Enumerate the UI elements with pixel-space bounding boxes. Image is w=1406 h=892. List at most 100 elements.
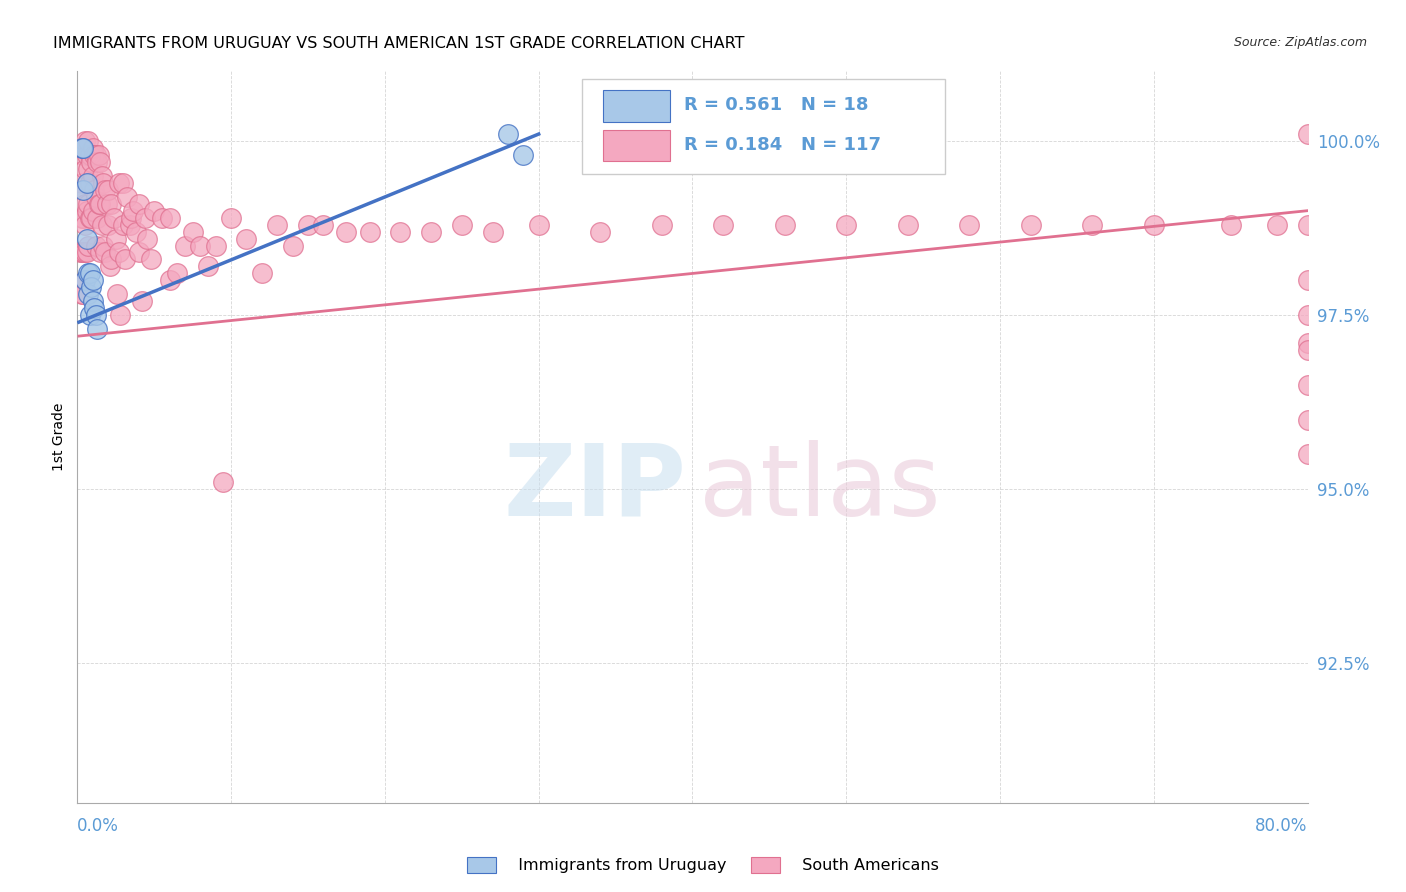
Point bbox=[77, 238, 100, 252]
Text: Source: ZipAtlas.com: Source: ZipAtlas.com bbox=[1233, 36, 1367, 49]
Point bbox=[297, 218, 319, 232]
Point bbox=[94, 245, 117, 260]
Point bbox=[86, 322, 108, 336]
Point bbox=[76, 245, 98, 260]
Point bbox=[79, 308, 101, 322]
Point bbox=[143, 203, 166, 218]
Point bbox=[114, 252, 136, 267]
Point bbox=[70, 176, 93, 190]
Point bbox=[957, 218, 980, 232]
Point bbox=[527, 218, 550, 232]
Point bbox=[89, 155, 111, 169]
Point bbox=[1081, 218, 1104, 232]
Point bbox=[312, 218, 335, 232]
Point bbox=[90, 218, 114, 232]
Point bbox=[181, 225, 204, 239]
Point bbox=[281, 238, 304, 252]
Point bbox=[150, 211, 173, 225]
Point bbox=[773, 218, 796, 232]
Point bbox=[212, 475, 235, 490]
Point bbox=[70, 287, 93, 301]
Point bbox=[131, 294, 153, 309]
Point bbox=[1296, 448, 1319, 462]
Point bbox=[250, 266, 273, 280]
Point bbox=[266, 218, 288, 232]
Point bbox=[104, 231, 127, 245]
Point bbox=[73, 134, 96, 148]
Point bbox=[125, 225, 148, 239]
Point bbox=[110, 308, 132, 322]
Point bbox=[79, 176, 101, 190]
Point bbox=[77, 287, 100, 301]
Point bbox=[76, 176, 98, 190]
Text: IMMIGRANTS FROM URUGUAY VS SOUTH AMERICAN 1ST GRADE CORRELATION CHART: IMMIGRANTS FROM URUGUAY VS SOUTH AMERICA… bbox=[53, 36, 745, 51]
Point bbox=[103, 211, 125, 225]
Point bbox=[77, 134, 100, 148]
Point bbox=[73, 196, 96, 211]
Point bbox=[120, 211, 142, 225]
Point bbox=[70, 245, 93, 260]
Point bbox=[1296, 218, 1319, 232]
Point bbox=[87, 196, 110, 211]
Point bbox=[84, 238, 107, 252]
Point bbox=[1143, 218, 1166, 232]
Text: 80.0%: 80.0% bbox=[1256, 817, 1308, 835]
Point bbox=[112, 176, 135, 190]
Point bbox=[141, 252, 163, 267]
Point bbox=[100, 252, 122, 267]
Point bbox=[83, 183, 105, 197]
Point bbox=[1296, 308, 1319, 322]
Point bbox=[93, 238, 115, 252]
Point bbox=[90, 169, 114, 183]
Point bbox=[89, 245, 111, 260]
Point bbox=[97, 183, 120, 197]
Point bbox=[166, 266, 188, 280]
Point bbox=[100, 196, 122, 211]
Point bbox=[204, 238, 226, 252]
Point bbox=[69, 280, 91, 294]
Point bbox=[128, 196, 150, 211]
Text: ZIP: ZIP bbox=[503, 440, 686, 537]
Point bbox=[73, 218, 96, 232]
Point bbox=[84, 190, 107, 204]
Point bbox=[72, 287, 94, 301]
Point bbox=[219, 211, 242, 225]
FancyBboxPatch shape bbox=[582, 78, 945, 174]
Point bbox=[481, 225, 503, 239]
Point bbox=[112, 218, 135, 232]
Point bbox=[82, 294, 104, 309]
Point bbox=[1296, 343, 1319, 357]
Point bbox=[70, 211, 93, 225]
Point bbox=[711, 218, 734, 232]
Point bbox=[389, 225, 412, 239]
Point bbox=[420, 225, 443, 239]
Legend:   Immigrants from Uruguay,   South Americans: Immigrants from Uruguay, South Americans bbox=[460, 850, 946, 880]
Point bbox=[589, 225, 612, 239]
Point bbox=[897, 218, 920, 232]
Point bbox=[77, 161, 100, 176]
Point bbox=[73, 245, 96, 260]
Point bbox=[1219, 218, 1241, 232]
Point bbox=[83, 301, 105, 316]
Point bbox=[197, 260, 219, 274]
Point bbox=[76, 231, 98, 245]
Point bbox=[512, 148, 534, 162]
Point bbox=[1296, 377, 1319, 392]
Point bbox=[174, 238, 197, 252]
Point bbox=[1265, 218, 1288, 232]
Point bbox=[108, 176, 131, 190]
Point bbox=[89, 196, 111, 211]
Point bbox=[70, 141, 93, 155]
Point bbox=[84, 148, 107, 162]
Point bbox=[159, 211, 181, 225]
Point bbox=[134, 211, 156, 225]
Point bbox=[80, 211, 103, 225]
FancyBboxPatch shape bbox=[603, 90, 671, 122]
Point bbox=[84, 308, 107, 322]
Point bbox=[79, 148, 101, 162]
Point bbox=[80, 155, 103, 169]
Point bbox=[76, 203, 98, 218]
Point bbox=[1296, 127, 1319, 141]
Point bbox=[118, 218, 141, 232]
Point bbox=[72, 183, 94, 197]
